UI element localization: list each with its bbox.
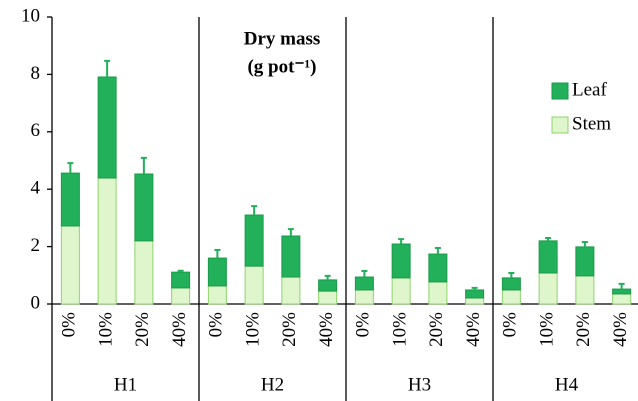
error-bar [104,59,111,77]
error-bar [508,272,515,278]
y-tick-label: 6 [31,120,41,141]
bar-segment [60,172,80,227]
y-tick-label: 8 [31,63,41,84]
bar-segment [244,265,264,305]
group-label: H2 [261,374,284,395]
x-tick-label: 10% [242,312,263,347]
bar-segment [354,289,374,305]
x-tick-label: 40% [610,312,631,347]
y-tick-label: 2 [31,235,41,256]
x-tick-label: 40% [169,312,190,347]
group-label: H3 [408,374,431,395]
x-tick-label: 20% [279,312,300,347]
y-tick-label: 10 [21,5,40,26]
error-bar [398,238,405,245]
bar-segment [318,290,338,305]
x-tick-label: 0% [500,312,521,338]
error-bar [177,269,184,273]
bar-segment [501,277,521,291]
error-bar [471,286,478,290]
error-bar [581,241,588,247]
error-bar [361,269,368,278]
x-tick-label: 0% [206,312,227,338]
bar-segment [134,240,154,305]
bar-segment [134,173,154,242]
bar-segment [354,276,374,291]
bar-segment [171,287,191,305]
bar-segment [538,240,558,274]
error-bar [434,247,441,255]
bar-segment [465,289,485,299]
group-label: H4 [555,374,579,395]
bar-segment [318,279,338,292]
bar-segment [501,289,521,305]
bar-segment [575,275,595,305]
legend-swatch [551,82,569,100]
error-bar [214,249,221,259]
bar-segment [207,257,227,287]
x-tick-label: 0% [353,312,374,338]
annotation: (g pot⁻¹) [247,56,316,77]
x-tick-label: 20% [426,312,447,347]
bar-segment [612,288,632,295]
bar-segment [97,76,117,179]
error-bar [545,236,552,241]
x-tick-label: 10% [389,312,410,347]
x-tick-label: 10% [536,312,557,347]
x-tick-label: 10% [95,312,116,347]
bar-segment [60,225,80,305]
x-tick-label: 0% [59,312,80,338]
error-bar [618,282,625,290]
x-tick-label: 40% [316,312,337,347]
bar-segment [575,246,595,277]
y-tick-label: 0 [31,292,41,313]
legend-label: Leaf [572,79,607,100]
error-bar [251,205,258,216]
bar-segment [171,271,191,289]
bar-segment [465,297,485,305]
y-tick-label: 4 [31,178,41,199]
bar-segment [538,272,558,305]
x-tick-label: 40% [463,312,484,347]
error-bar [287,228,294,236]
bar-segment [244,214,264,267]
x-tick-label: 20% [573,312,594,347]
error-bar [140,156,147,174]
error-bar [67,162,74,174]
bar-segment [612,293,632,305]
legend-swatch [551,116,569,134]
group-label: H1 [114,374,137,395]
bar-segment [97,177,117,305]
x-tick-label: 20% [132,312,153,347]
bar-segment [391,277,411,305]
legend-label: Stem [572,113,611,134]
bar-segment [391,243,411,279]
bar-segment [207,285,227,305]
bar-segment [281,276,301,305]
annotation: Dry mass [244,28,321,49]
error-bar [324,274,331,280]
bar-segment [428,281,448,305]
bar-segment [428,253,448,283]
bar-segment [281,235,301,278]
